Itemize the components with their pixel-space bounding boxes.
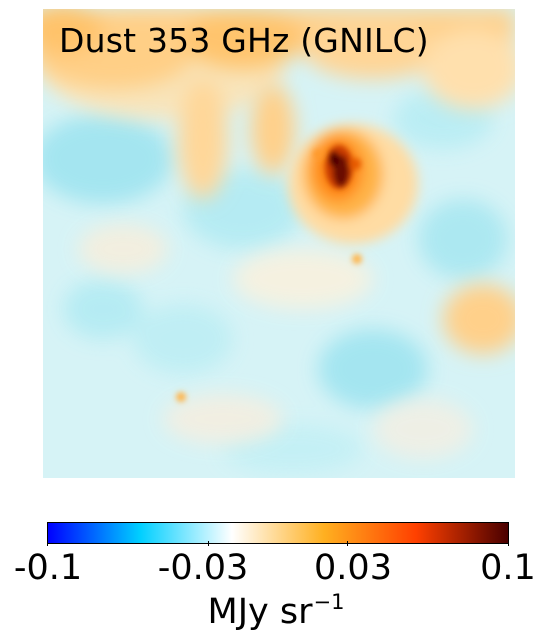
colorbar-unit-base: MJy sr bbox=[207, 592, 313, 632]
colorbar-label-min: -0.1 bbox=[13, 548, 83, 588]
dust-map-image bbox=[43, 9, 515, 478]
colorbar-label-pos: 0.03 bbox=[314, 548, 392, 588]
colorbar-tick bbox=[347, 541, 348, 546]
colorbar-tick bbox=[47, 541, 48, 546]
colorbar-unit: MJy sr−1 bbox=[208, 590, 345, 632]
colorbar-tick bbox=[208, 541, 209, 546]
colorbar-tick bbox=[508, 541, 509, 546]
colorbar-label-neg: -0.03 bbox=[157, 548, 249, 588]
map-title: Dust 353 GHz (GNILC) bbox=[59, 21, 429, 60]
colorbar-label-max: 0.1 bbox=[480, 548, 536, 588]
colorbar-unit-exponent: −1 bbox=[313, 590, 345, 614]
colorbar bbox=[47, 522, 509, 544]
dust-intensity-map: Dust 353 GHz (GNILC) bbox=[43, 9, 515, 478]
